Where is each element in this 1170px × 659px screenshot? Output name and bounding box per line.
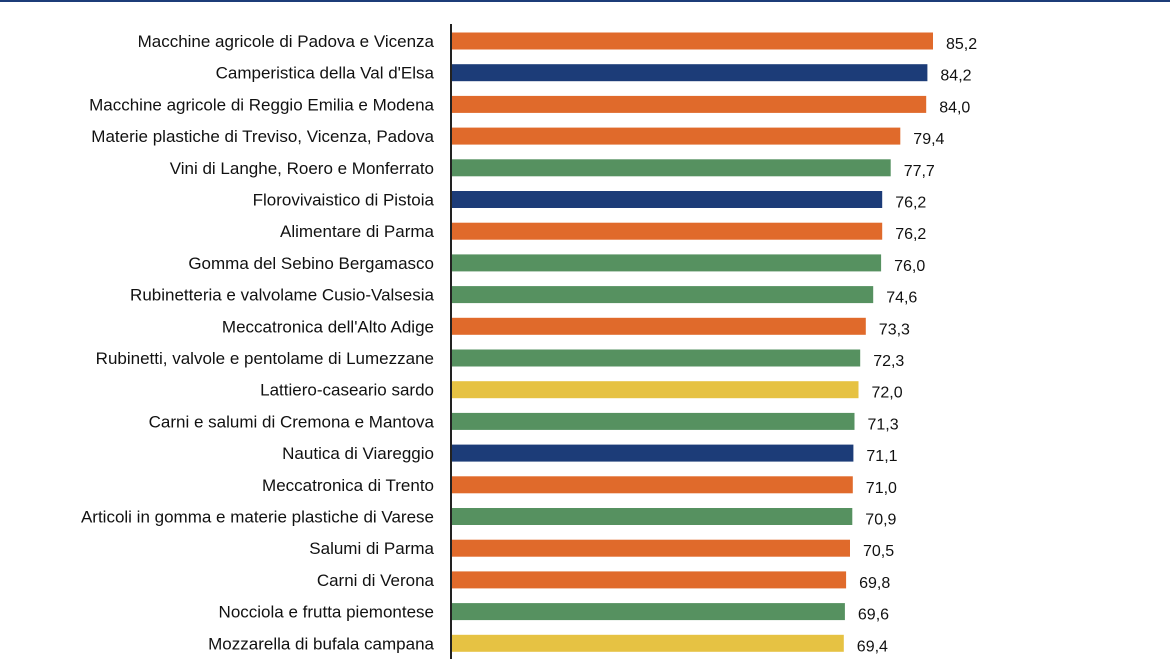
- category-label: Vini di Langhe, Roero e Monferrato: [170, 159, 434, 178]
- value-label: 79,4: [913, 131, 944, 148]
- category-label: Nautica di Viareggio: [282, 444, 434, 463]
- top-rule: [0, 0, 1170, 2]
- bar: [452, 64, 928, 82]
- value-label: 73,3: [879, 321, 910, 338]
- bar: [452, 222, 883, 240]
- bar: [452, 571, 847, 589]
- category-labels: Macchine agricole di Padova e Vicenza Cam…: [81, 32, 435, 653]
- bar: [452, 381, 859, 399]
- value-label: 76,2: [895, 195, 926, 212]
- value-label: 85,2: [946, 36, 977, 53]
- bar: [452, 159, 891, 177]
- bar: [452, 254, 882, 272]
- category-label: Materie plastiche di Treviso, Vicenza, P…: [91, 127, 434, 146]
- category-label: Florovivaistico di Pistoia: [253, 191, 435, 210]
- bar: [452, 444, 854, 462]
- bar: [452, 476, 853, 494]
- value-label: 70,9: [865, 512, 896, 529]
- value-label: 84,0: [939, 99, 970, 116]
- category-label: Nocciola e frutta piemontese: [219, 603, 434, 622]
- category-label: Gomma del Sebino Bergamasco: [188, 254, 434, 273]
- value-labels: 85,2 84,2 84,0 79,4 77,7 76,2 76,2 76,0 74,6 73,3…: [857, 36, 977, 655]
- value-label: 71,1: [866, 448, 897, 465]
- bar: [452, 191, 883, 208]
- category-label: Carni di Verona: [317, 571, 435, 590]
- value-label: 84,2: [940, 68, 971, 85]
- category-label: Mozzarella di bufala campana: [208, 634, 434, 653]
- category-label: Lattiero-caseario sardo: [260, 381, 434, 400]
- bar: [452, 539, 850, 557]
- category-label: Rubinetti, valvole e pentolame di Lumezz…: [96, 349, 434, 368]
- bar: [452, 634, 844, 652]
- category-label: Camperistica della Val d'Elsa: [216, 64, 435, 83]
- bar: [452, 127, 901, 145]
- category-label: Meccatronica dell'Alto Adige: [222, 317, 434, 336]
- value-label: 71,0: [866, 480, 897, 497]
- bar: [452, 508, 853, 525]
- category-label: Articoli in gomma e materie plastiche di…: [81, 508, 434, 527]
- value-label: 72,0: [872, 385, 903, 402]
- category-label: Macchine agricole di Reggio Emilia e Mod…: [89, 95, 434, 114]
- value-label: 70,5: [863, 543, 894, 560]
- value-label: 76,0: [894, 258, 925, 275]
- category-label: Rubinetteria e valvolame Cusio-Valsesia: [130, 286, 434, 305]
- bar: [452, 317, 866, 335]
- category-label: Salumi di Parma: [309, 539, 434, 558]
- category-label: Carni e salumi di Cremona e Mantova: [149, 412, 435, 431]
- bar: [452, 286, 874, 304]
- bars-group: [452, 32, 933, 652]
- value-label: 69,4: [857, 638, 888, 655]
- bar: [452, 412, 855, 430]
- bar: [452, 95, 927, 113]
- value-label: 69,8: [859, 575, 890, 592]
- value-label: 76,2: [895, 226, 926, 243]
- value-label: 71,3: [868, 416, 899, 433]
- value-label: 69,6: [858, 607, 889, 624]
- value-label: 77,7: [904, 163, 935, 180]
- value-label: 72,3: [873, 353, 904, 370]
- value-label: 74,6: [886, 290, 917, 307]
- bar: [452, 603, 845, 621]
- bar: [452, 32, 933, 50]
- category-label: Meccatronica di Trento: [262, 476, 434, 495]
- category-label: Alimentare di Parma: [280, 222, 435, 241]
- bar: [452, 349, 861, 367]
- category-label: Macchine agricole di Padova e Vicenza: [138, 32, 435, 51]
